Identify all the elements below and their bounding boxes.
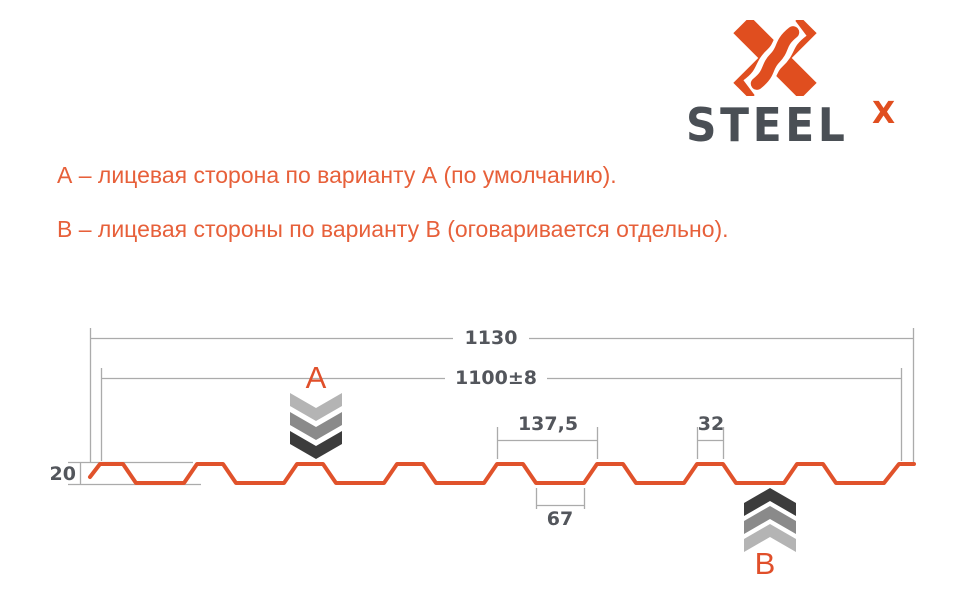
brand-name: STEEL <box>686 98 849 152</box>
dim-rib-pitch: 137,5 <box>517 413 579 435</box>
side-b-label: B <box>754 546 776 581</box>
side-b-chevrons-icon <box>744 488 796 552</box>
steelx-logo-icon <box>733 20 817 96</box>
side-a-label: A <box>305 360 327 395</box>
sheet-profile-line <box>88 462 916 485</box>
side-a-chevrons-icon <box>290 393 342 459</box>
brand-x-suffix: X <box>872 96 896 131</box>
dim-overall-width: 1130 <box>453 328 529 348</box>
note-variant-b: В – лицевая стороны по варианту В (огова… <box>57 216 729 242</box>
note-variant-a: А – лицевая сторона по варианту А (по ум… <box>57 162 617 188</box>
dim-useful-width: 1100±8 <box>445 368 547 388</box>
dim-bottom-flat-width: 67 <box>546 508 574 530</box>
dim-rib-top-width: 32 <box>697 413 725 435</box>
dim-profile-height: 20 <box>49 463 76 485</box>
